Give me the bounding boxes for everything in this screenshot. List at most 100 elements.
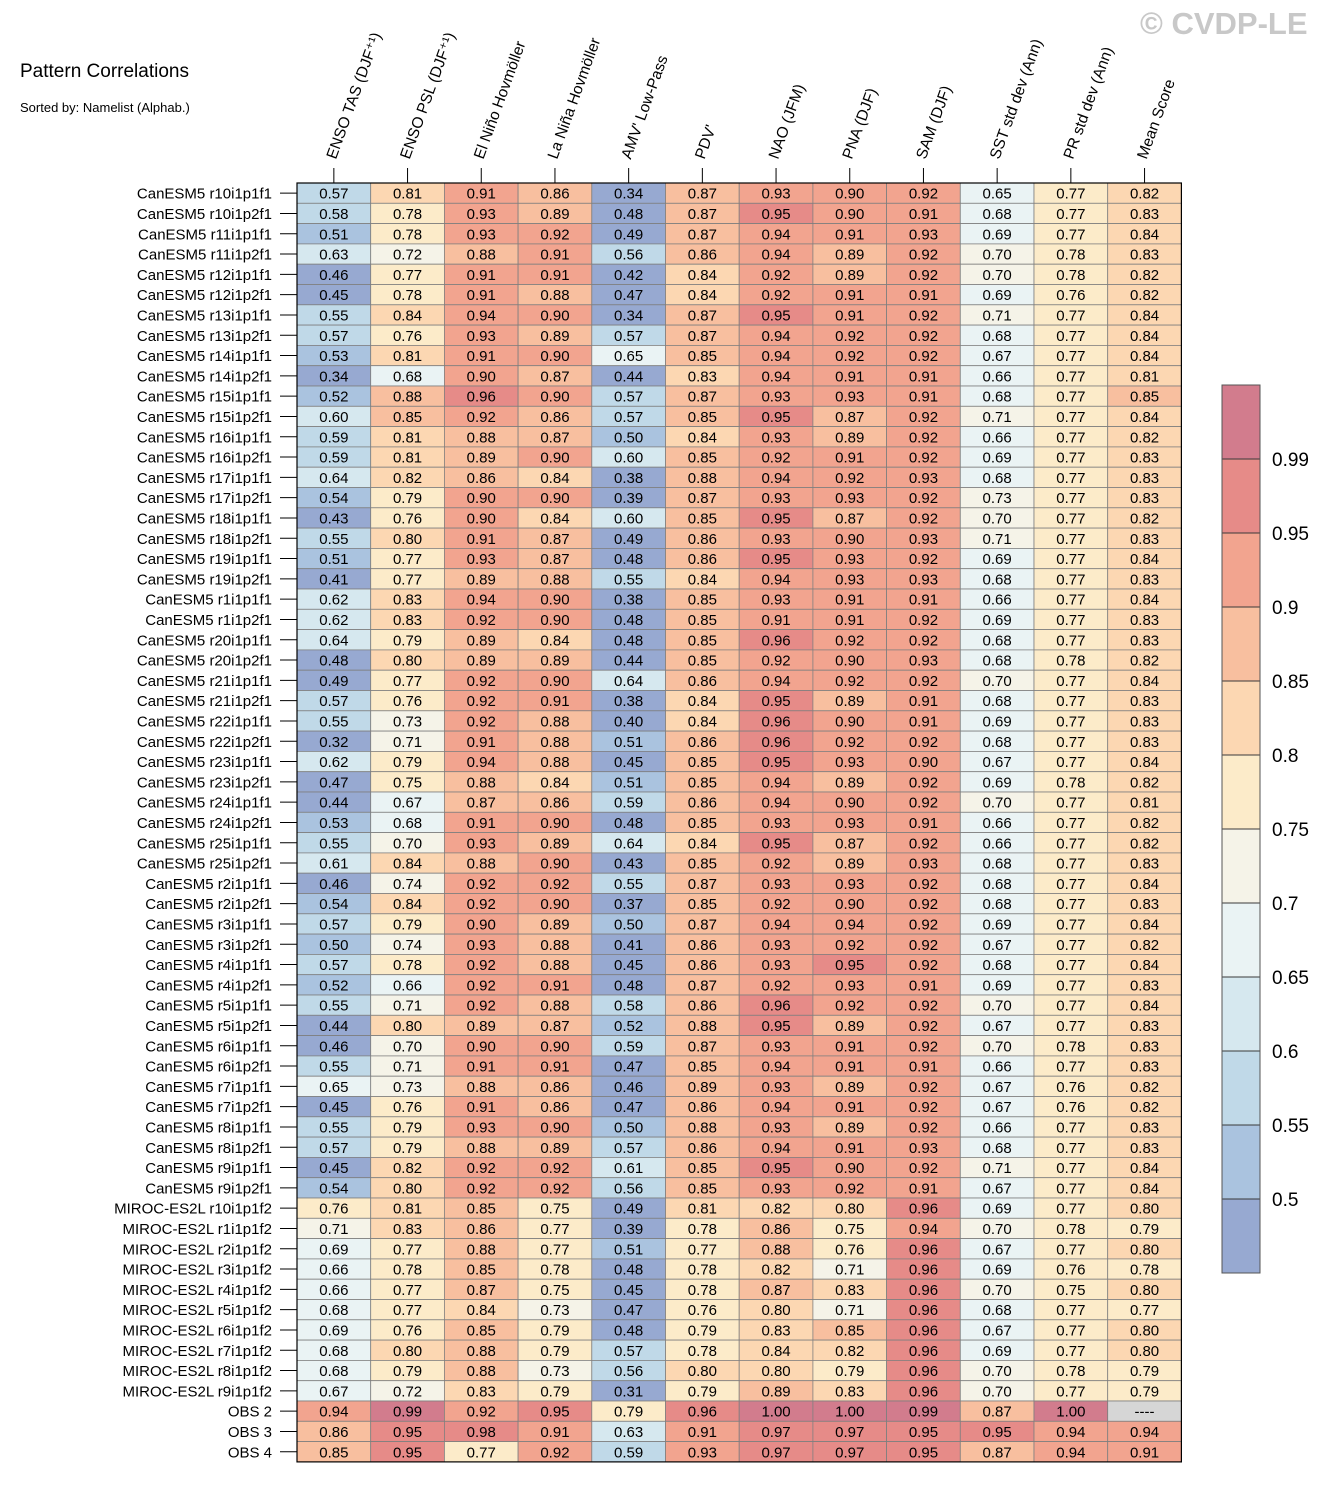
cell-value: 0.66 bbox=[319, 1262, 348, 1279]
cell-value: 0.48 bbox=[614, 977, 643, 994]
cell-value: 0.79 bbox=[1130, 1383, 1159, 1400]
row-label: CanESM5 r9i1p2f1 bbox=[145, 1180, 272, 1197]
cell-value: 0.88 bbox=[540, 571, 569, 588]
cell-value: 0.85 bbox=[688, 754, 717, 771]
cell-value: 0.57 bbox=[319, 693, 348, 710]
cell-value: 0.91 bbox=[909, 287, 938, 304]
cell-value: 0.90 bbox=[835, 713, 864, 730]
cell-value: 0.77 bbox=[1056, 632, 1085, 649]
cell-value: 0.79 bbox=[393, 754, 422, 771]
cell-value: 0.91 bbox=[467, 267, 496, 284]
cell-value: 0.77 bbox=[1056, 1383, 1085, 1400]
cell-value: 0.77 bbox=[1056, 1302, 1085, 1319]
colorbar-label: 0.99 bbox=[1272, 450, 1309, 471]
cell-value: 0.87 bbox=[761, 1282, 790, 1299]
cell-value: 0.83 bbox=[1130, 531, 1159, 548]
cell-value: 0.87 bbox=[688, 916, 717, 933]
cell-value: 0.71 bbox=[835, 1262, 864, 1279]
cell-value: 0.88 bbox=[467, 1363, 496, 1380]
cell-value: 0.55 bbox=[319, 531, 348, 548]
cell-value: 0.91 bbox=[688, 1424, 717, 1441]
cell-value: 0.77 bbox=[540, 1241, 569, 1258]
cell-value: 0.86 bbox=[688, 247, 717, 264]
cell-value: 0.71 bbox=[393, 734, 422, 751]
cell-value: 0.88 bbox=[467, 774, 496, 791]
row-label: CanESM5 r25i1p2f1 bbox=[137, 856, 272, 873]
cell-value: 0.95 bbox=[761, 206, 790, 223]
cell-value: 0.77 bbox=[1056, 612, 1085, 629]
cell-value: 0.68 bbox=[983, 632, 1012, 649]
cell-value: 0.77 bbox=[1056, 490, 1085, 507]
cell-value: 0.77 bbox=[1056, 307, 1085, 324]
row-label: MIROC-ES2L r8i1p1f2 bbox=[122, 1363, 272, 1380]
cell-value: 0.69 bbox=[983, 450, 1012, 467]
cell-value: 0.91 bbox=[540, 267, 569, 284]
cell-value: 0.49 bbox=[614, 1201, 643, 1218]
cell-value: 0.78 bbox=[688, 1343, 717, 1360]
colorbar-label: 0.8 bbox=[1272, 746, 1298, 767]
cell-value: 0.93 bbox=[835, 815, 864, 832]
cell-value: 0.70 bbox=[983, 267, 1012, 284]
cell-value: 0.87 bbox=[540, 429, 569, 446]
cell-value: 0.93 bbox=[761, 937, 790, 954]
cell-value: 0.47 bbox=[614, 287, 643, 304]
cell-value: 0.85 bbox=[688, 856, 717, 873]
cell-value: 0.68 bbox=[983, 876, 1012, 893]
cell-value: 0.68 bbox=[983, 206, 1012, 223]
chart-subtitle: Sorted by: Namelist (Alphab.) bbox=[20, 100, 190, 115]
row-label: CanESM5 r14i1p2f1 bbox=[137, 368, 272, 385]
cell-value: 0.68 bbox=[983, 896, 1012, 913]
cell-value: 0.92 bbox=[909, 490, 938, 507]
cell-value: 0.45 bbox=[614, 957, 643, 974]
cell-value: 0.70 bbox=[983, 510, 1012, 527]
cell-value: 0.71 bbox=[319, 1221, 348, 1238]
cell-value: 0.84 bbox=[688, 429, 717, 446]
cell-value: 0.39 bbox=[614, 490, 643, 507]
cell-value: 0.85 bbox=[688, 815, 717, 832]
row-label: CanESM5 r24i1p1f1 bbox=[137, 795, 272, 812]
cell-value: 0.40 bbox=[614, 713, 643, 730]
cell-value: 0.77 bbox=[1056, 713, 1085, 730]
cell-value: 0.87 bbox=[983, 1404, 1012, 1421]
row-label: CanESM5 r11i1p1f1 bbox=[138, 226, 272, 243]
cell-value: 0.41 bbox=[319, 571, 348, 588]
cell-value: 0.88 bbox=[467, 1079, 496, 1096]
cell-value: 0.57 bbox=[614, 389, 643, 406]
cell-value: 0.86 bbox=[319, 1424, 348, 1441]
row-label: CanESM5 r20i1p2f1 bbox=[137, 653, 272, 670]
cell-value: 0.90 bbox=[467, 368, 496, 385]
cell-value: 0.90 bbox=[540, 815, 569, 832]
cell-value: 0.80 bbox=[761, 1363, 790, 1380]
cell-value: 0.86 bbox=[540, 795, 569, 812]
cell-value: 0.64 bbox=[614, 835, 643, 852]
cell-value: 0.87 bbox=[688, 226, 717, 243]
cell-value: 0.37 bbox=[614, 896, 643, 913]
cell-value: 0.84 bbox=[467, 1302, 496, 1319]
cell-value: 0.87 bbox=[688, 328, 717, 345]
cell-value: 0.64 bbox=[319, 470, 348, 487]
cell-value: 0.68 bbox=[319, 1343, 348, 1360]
cell-value: 0.92 bbox=[761, 856, 790, 873]
cell-value: 0.95 bbox=[540, 1404, 569, 1421]
row-label: CanESM5 r15i1p2f1 bbox=[137, 409, 272, 426]
cell-value: 0.67 bbox=[983, 348, 1012, 365]
cell-value: 0.88 bbox=[688, 1018, 717, 1035]
cell-value: 0.92 bbox=[909, 998, 938, 1015]
cell-value: 0.57 bbox=[319, 1140, 348, 1157]
cell-value: 0.83 bbox=[1130, 713, 1159, 730]
cell-value: 0.90 bbox=[835, 795, 864, 812]
colorbar-segment bbox=[1222, 1199, 1260, 1273]
cell-value: 0.89 bbox=[467, 1018, 496, 1035]
cell-value: 0.46 bbox=[319, 876, 348, 893]
cell-value: 0.87 bbox=[540, 368, 569, 385]
cell-value: 0.74 bbox=[393, 937, 422, 954]
row-label: MIROC-ES2L r5i1p1f2 bbox=[122, 1302, 272, 1319]
cell-value: 0.59 bbox=[319, 429, 348, 446]
colorbar-border bbox=[1221, 384, 1261, 1274]
cell-value: 0.71 bbox=[835, 1302, 864, 1319]
cell-value: 0.76 bbox=[688, 1302, 717, 1319]
cell-value: 0.83 bbox=[467, 1383, 496, 1400]
cell-value: 0.49 bbox=[614, 226, 643, 243]
cell-value: 0.51 bbox=[614, 774, 643, 791]
cell-value: 0.48 bbox=[319, 653, 348, 670]
